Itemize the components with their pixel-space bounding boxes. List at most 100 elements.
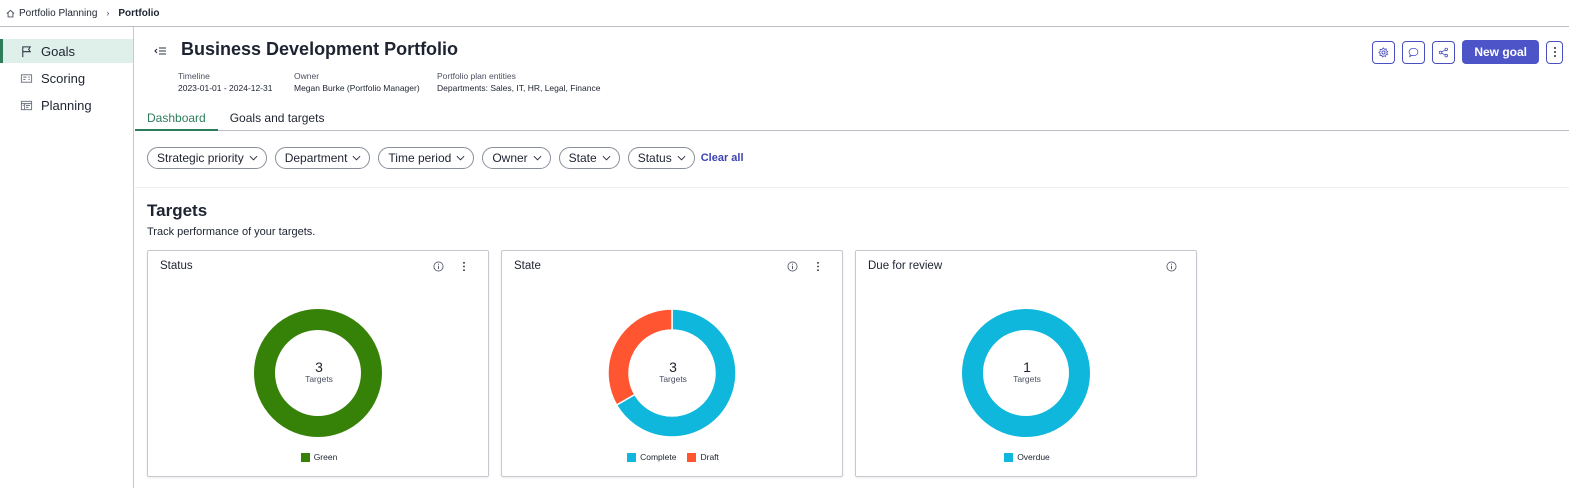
donut-segment-complete[interactable] [615, 308, 737, 438]
donut-segment-overdue[interactable] [962, 309, 1090, 437]
donut-chart [254, 309, 382, 437]
legend-label: Draft [700, 452, 719, 462]
clear-all-link[interactable]: Clear all [700, 152, 744, 164]
section-title: Targets [147, 201, 208, 220]
legend-swatch [687, 452, 697, 462]
info-icon[interactable] [433, 261, 444, 272]
vertical-ellipsis-icon [1553, 47, 1556, 57]
timeline-label: Timeline [178, 71, 210, 81]
filter-time-period[interactable]: Time period [378, 147, 475, 169]
comments-button[interactable] [1402, 40, 1426, 64]
home-icon [6, 9, 15, 17]
donut-center-value: 3 [315, 359, 323, 375]
chevron-down-icon [602, 155, 611, 161]
filter-state[interactable]: State [558, 147, 620, 169]
info-icon[interactable] [787, 261, 798, 272]
sidebar-item-goals[interactable]: Goals [0, 39, 133, 63]
owner-value: Megan Burke (Portfolio Manager) [294, 83, 420, 93]
filter-label: Strategic priority [157, 151, 244, 165]
chart-legend: Complete Draft [502, 452, 844, 462]
divider [135, 187, 1569, 188]
tab-dashboard[interactable]: Dashboard [135, 107, 218, 131]
donut-center-value: 3 [669, 359, 677, 375]
vertical-ellipsis-icon[interactable] [462, 261, 466, 272]
breadcrumb-separator-icon: › [106, 8, 110, 18]
flag-icon [22, 45, 32, 57]
chevron-down-icon [456, 155, 465, 161]
legend-label: Complete [640, 452, 677, 462]
scorecard-icon [20, 73, 33, 83]
new-goal-button[interactable]: New goal [1462, 40, 1539, 64]
donut-segment-draft[interactable] [607, 308, 673, 407]
share-icon [1439, 47, 1449, 57]
sidebar-item-label: Scoring [41, 70, 86, 86]
chevron-down-icon [677, 155, 686, 161]
chevron-down-icon [249, 155, 258, 161]
donut-center-value: 1 [1023, 359, 1031, 375]
sidebar: Goals Scoring Planning [0, 27, 134, 488]
donut-chart [962, 309, 1090, 437]
calendar-grid-icon [20, 100, 33, 110]
filter-label: Status [637, 151, 672, 165]
breadcrumb-current: Portfolio [118, 7, 160, 19]
owner-label: Owner [294, 71, 320, 81]
section-subtitle: Track performance of your targets. [147, 226, 316, 238]
sidebar-item-planning[interactable]: Planning [0, 93, 133, 117]
main-content: Business Development Portfolio Timeline … [135, 27, 1569, 488]
vertical-ellipsis-icon[interactable] [816, 261, 820, 272]
filter-owner[interactable]: Owner [482, 147, 551, 169]
filter-label: Owner [492, 151, 528, 165]
chart-legend: Green [148, 452, 490, 462]
entities-value: Departments: Sales, IT, HR, Legal, Finan… [437, 83, 601, 93]
collapse-list-icon[interactable] [153, 45, 167, 57]
info-icon[interactable] [1166, 261, 1177, 272]
legend-swatch [627, 452, 637, 462]
header-actions: New goal [1372, 40, 1563, 64]
card-title: State [514, 260, 541, 272]
legend-label: Overdue [1017, 452, 1050, 462]
gear-icon [1378, 46, 1389, 58]
sidebar-item-scoring[interactable]: Scoring [0, 66, 133, 90]
donut-chart [607, 308, 737, 438]
due-for-review-card: Due for review 1 Targets Overdue [855, 250, 1197, 477]
share-button[interactable] [1432, 40, 1456, 64]
filter-strategic-priority[interactable]: Strategic priority [147, 147, 267, 169]
owner-meta: Owner Megan Burke (Portfolio Manager) [294, 70, 420, 94]
donut-center-label: Targets [659, 374, 687, 384]
filter-bar: Strategic priority Department Time perio… [147, 147, 744, 169]
chevron-down-icon [533, 155, 542, 161]
filter-status[interactable]: Status [627, 147, 695, 169]
chart-legend: Overdue [856, 452, 1198, 462]
filter-label: Department [284, 151, 348, 165]
donut-center-label: Targets [1013, 374, 1041, 384]
chevron-down-icon [352, 155, 361, 161]
card-title: Due for review [868, 260, 943, 272]
entities-label: Portfolio plan entities [437, 71, 516, 81]
donut-segment-green[interactable] [254, 309, 382, 437]
breadcrumb-root[interactable]: Portfolio Planning [19, 7, 98, 19]
page-title: Business Development Portfolio [181, 39, 459, 59]
filter-department[interactable]: Department [274, 147, 371, 169]
card-title: Status [160, 260, 193, 272]
legend-label: Green [313, 452, 338, 462]
chat-bubble-icon [1408, 47, 1419, 58]
legend-item: Complete [627, 452, 676, 462]
filter-label: State [568, 151, 597, 165]
sidebar-item-label: Goals [41, 43, 75, 59]
settings-button[interactable] [1372, 40, 1396, 64]
legend-item: Green [300, 452, 338, 462]
entities-meta: Portfolio plan entities Departments: Sal… [437, 70, 600, 94]
legend-item: Draft [687, 452, 719, 462]
timeline-value: 2023-01-01 - 2024-12-31 [178, 83, 273, 93]
legend-swatch [1004, 452, 1014, 462]
filter-label: Time period [388, 151, 452, 165]
donut-center-label: Targets [305, 374, 333, 384]
legend-swatch [300, 452, 310, 462]
tab-goals-and-targets[interactable]: Goals and targets [229, 111, 325, 125]
sidebar-item-label: Planning [41, 97, 92, 113]
more-actions-button[interactable] [1546, 40, 1563, 64]
timeline-meta: Timeline 2023-01-01 - 2024-12-31 [178, 70, 273, 94]
state-card: State 3 Targets Complete Draft [501, 250, 843, 477]
breadcrumb: Portfolio Planning › Portfolio [0, 0, 1569, 27]
legend-item: Overdue [1004, 452, 1050, 462]
